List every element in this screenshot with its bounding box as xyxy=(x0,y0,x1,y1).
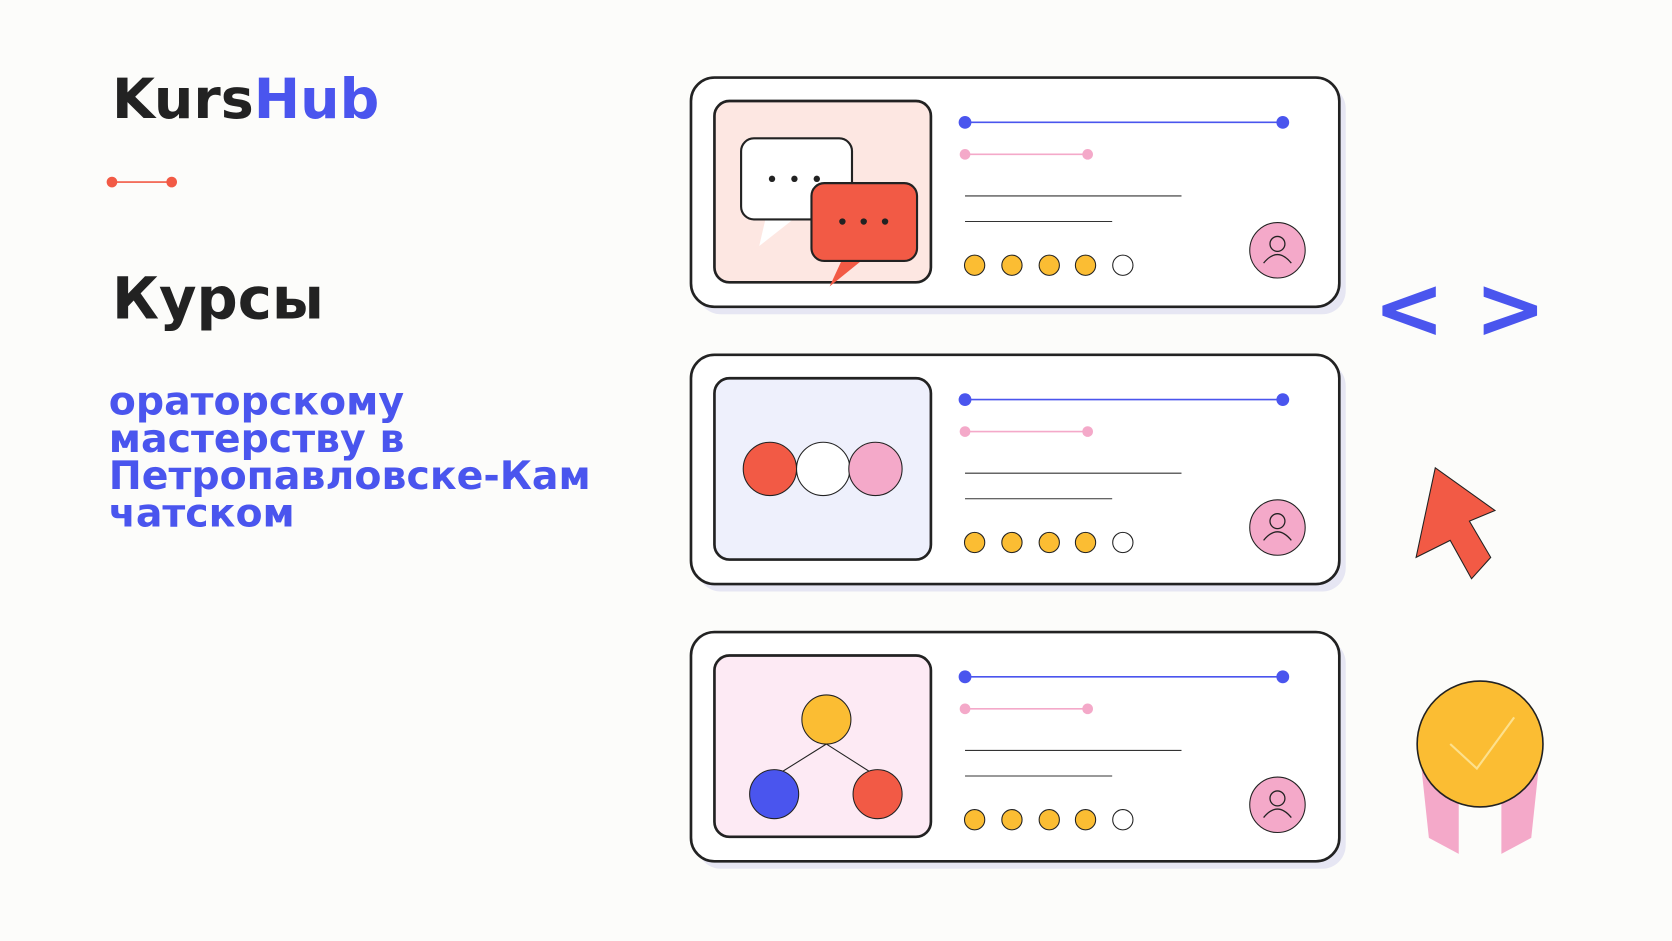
rating-dot xyxy=(1112,809,1134,831)
code-icon: < > xyxy=(1373,260,1546,359)
dot xyxy=(839,218,846,225)
dot xyxy=(959,149,971,160)
avatar xyxy=(1249,776,1306,834)
title: Курсы xyxy=(112,266,324,333)
rating-dot xyxy=(963,531,986,554)
avatar-head xyxy=(1269,235,1286,253)
rating-dot xyxy=(1038,809,1060,831)
rating-dot xyxy=(963,809,986,831)
circle-icon xyxy=(848,441,903,497)
dot xyxy=(768,175,776,183)
logo: KursHub xyxy=(112,68,379,132)
avatar xyxy=(1249,222,1306,279)
avatar xyxy=(1249,499,1306,556)
node-icon xyxy=(749,769,800,820)
subtitle-line: мастерству в xyxy=(109,416,405,462)
rating-dot xyxy=(1074,531,1097,554)
circle-icon xyxy=(796,441,851,497)
rating-dot xyxy=(1001,531,1023,554)
dot xyxy=(1276,115,1290,129)
avatar-body xyxy=(1263,253,1292,264)
cards xyxy=(689,76,1346,869)
rating-dot xyxy=(1112,254,1134,276)
dot xyxy=(958,670,972,684)
dot xyxy=(860,218,867,225)
avatar-head xyxy=(1269,790,1286,807)
dot xyxy=(958,393,972,406)
line xyxy=(774,743,827,777)
divider xyxy=(106,176,178,188)
rating-dot xyxy=(1001,254,1023,276)
subtitle-line: чатском xyxy=(109,490,295,536)
dot xyxy=(881,218,889,225)
dot xyxy=(1276,393,1290,406)
rating-dot xyxy=(1074,809,1097,831)
node-icon xyxy=(801,694,852,745)
dot xyxy=(1082,703,1093,715)
subtitle-line: ораторскому xyxy=(109,379,404,425)
subtitle-line: Петропавловске-Кам xyxy=(109,453,591,499)
dot xyxy=(791,175,798,183)
dot xyxy=(1276,670,1290,684)
cursor-icon xyxy=(1415,466,1497,580)
rating-dot xyxy=(1074,254,1097,276)
logo-part: Kurs xyxy=(112,68,254,132)
dot xyxy=(1082,426,1093,437)
dot xyxy=(959,703,971,715)
medal-icon xyxy=(1416,680,1544,854)
dot xyxy=(959,426,971,437)
avatar-body xyxy=(1263,531,1292,541)
rating-dot xyxy=(1112,531,1134,554)
rating-dot xyxy=(1038,531,1060,554)
node-icon xyxy=(852,769,903,820)
dot xyxy=(958,115,972,129)
chat-tail xyxy=(759,218,795,247)
rating-dot xyxy=(1001,809,1023,831)
line xyxy=(826,743,877,777)
rating-dot xyxy=(1038,254,1060,276)
course-card xyxy=(689,630,1346,869)
dot xyxy=(1082,149,1093,160)
circle-icon xyxy=(742,441,798,497)
rating-dot xyxy=(963,254,986,276)
dot xyxy=(813,175,821,183)
course-card xyxy=(689,353,1346,592)
logo-part: Hub xyxy=(254,68,380,132)
course-card xyxy=(689,76,1346,315)
avatar-body xyxy=(1263,808,1292,818)
avatar-head xyxy=(1269,513,1286,530)
